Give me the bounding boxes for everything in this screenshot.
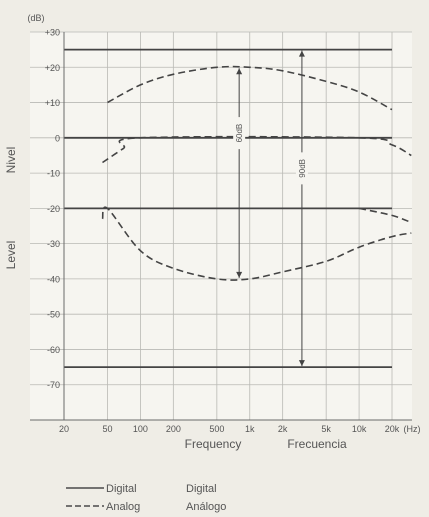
y-tick-label: -50 (47, 310, 60, 320)
x-tick-label: 5k (321, 424, 331, 434)
x-unit-label: (Hz) (404, 424, 421, 434)
x-tick-label: 20k (385, 424, 400, 434)
x-axis-label-english: Frequency (185, 437, 242, 451)
x-tick-label: 20 (59, 424, 69, 434)
x-axis-label-spanish: Frecuencia (287, 437, 347, 451)
y-tick-label: -20 (47, 204, 60, 214)
dynamic-range-label: 90dB (298, 159, 307, 178)
y-tick-label: +10 (45, 98, 60, 108)
legend: Digital Digital Analog Análogo (66, 483, 226, 513)
y-tick-label: -40 (47, 274, 60, 284)
y-tick-label: +30 (45, 28, 60, 38)
annotations: 60dB 90dB (233, 50, 308, 367)
x-tick-label: 10k (352, 424, 367, 434)
x-tick-label: 50 (103, 424, 113, 434)
analog-curve (101, 206, 412, 281)
analog-curve (107, 65, 393, 111)
analog-curve (358, 207, 412, 224)
legend-analog-label-spanish: Análogo (186, 501, 226, 513)
analog-curve (102, 135, 412, 164)
y-tick-label: +20 (45, 63, 60, 73)
x-tick-label: 200 (166, 424, 181, 434)
axes: +30 +20 +10 0 -10 -20 -30 -40 -50 -60 -70 20 50 100 20… (30, 28, 421, 434)
y-axis-label-spanish: Nivel (4, 147, 18, 174)
y-axis-label-english: Level (4, 241, 18, 270)
arrowhead-up-icon (298, 50, 305, 57)
y-tick-label: -30 (47, 239, 60, 249)
y-tick-label: -70 (47, 380, 60, 390)
dynamic-range-label: 60dB (235, 124, 244, 143)
x-tick-label: 2k (278, 424, 288, 434)
plot-background (30, 32, 412, 420)
legend-digital-label-spanish: Digital (186, 483, 217, 495)
plot-area (30, 32, 412, 420)
legend-digital-label: Digital (106, 483, 137, 495)
y-tick-label: -10 (47, 169, 60, 179)
annotation-label-background (233, 117, 246, 150)
x-tick-label: 1k (245, 424, 255, 434)
y-tick-label: 0 (55, 133, 60, 143)
y-tick-label: -60 (47, 345, 60, 355)
legend-analog-label: Analog (106, 501, 140, 513)
series-group (64, 48, 412, 368)
arrowhead-up-icon (236, 68, 243, 75)
annotation-label-background (295, 152, 308, 185)
x-tick-label: 500 (209, 424, 224, 434)
y-unit-label: (dB) (27, 13, 44, 23)
arrowhead-down-icon (236, 271, 243, 278)
x-tick-label: 100 (133, 424, 148, 434)
arrowhead-down-icon (298, 360, 305, 367)
